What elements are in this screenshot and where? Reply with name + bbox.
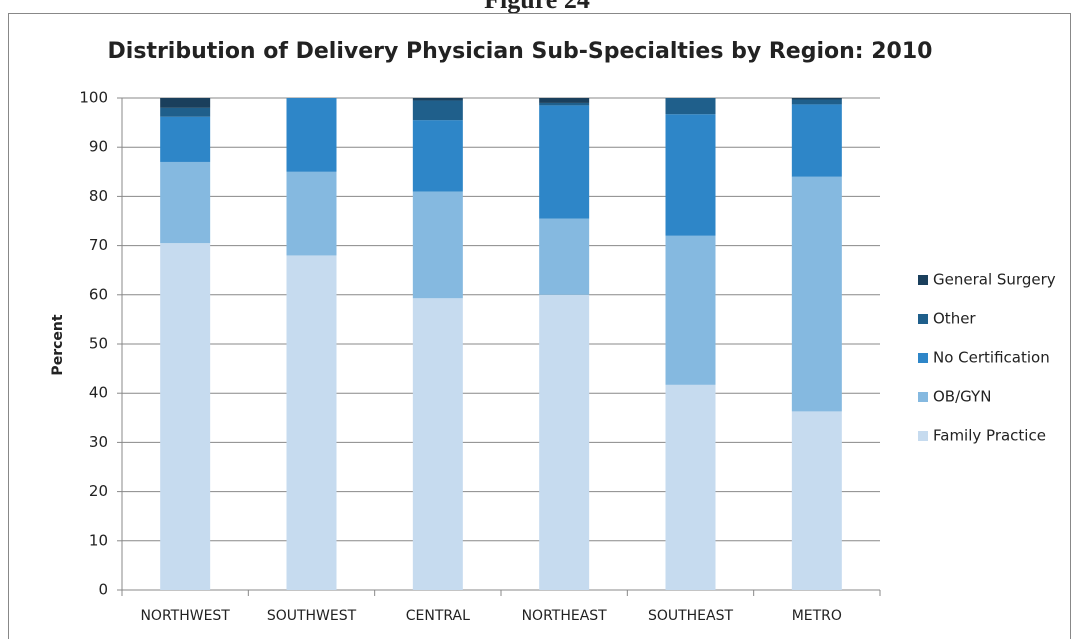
- x-tick-label: SOUTHWEST: [267, 608, 357, 624]
- y-tick-label: 20: [89, 482, 108, 500]
- y-tick-label: 30: [89, 433, 108, 451]
- y-tick-label: 80: [89, 187, 108, 205]
- legend-swatch: [918, 275, 928, 285]
- legend-swatch: [918, 353, 928, 363]
- x-tick-label: SOUTHEAST: [648, 608, 734, 624]
- legend-label: Other: [933, 310, 976, 328]
- bar-segment: [286, 171, 337, 256]
- bar-segment: [412, 120, 463, 192]
- x-tick-label: NORTHWEST: [140, 608, 230, 624]
- chart-title: Distribution of Delivery Physician Sub-S…: [108, 39, 933, 64]
- bar-segment: [539, 105, 590, 219]
- y-tick-label: 10: [89, 531, 108, 549]
- x-tick-label: METRO: [792, 608, 842, 624]
- bar-segment: [412, 298, 463, 590]
- bar-segment: [791, 176, 842, 412]
- bar-segment: [160, 243, 211, 590]
- y-tick-label: 0: [98, 581, 108, 599]
- bar-segment: [791, 104, 842, 177]
- legend-label: OB/GYN: [933, 388, 991, 406]
- page-heading: Figure 24: [484, 0, 590, 14]
- bar-segment: [539, 218, 590, 295]
- bar-segment: [791, 98, 842, 100]
- y-tick-label: 90: [89, 138, 108, 156]
- x-tick-label: NORTHEAST: [522, 608, 608, 624]
- y-tick-label: 50: [89, 335, 108, 353]
- bar-segment: [412, 191, 463, 299]
- bar-segment: [160, 98, 211, 108]
- bar-segment: [412, 100, 463, 121]
- legend-label: No Certification: [933, 349, 1050, 367]
- bar-segment: [791, 411, 842, 590]
- bar-segment: [286, 98, 337, 172]
- bar-segment: [539, 294, 590, 590]
- bar-segment: [791, 99, 842, 105]
- bar-segment: [539, 98, 590, 103]
- y-tick-label: 60: [89, 285, 108, 303]
- legend-swatch: [918, 431, 928, 441]
- bar-segment: [539, 102, 590, 106]
- bar-segment: [160, 116, 211, 162]
- legend-swatch: [918, 314, 928, 324]
- bar-segment: [665, 114, 716, 236]
- bar-segment: [412, 98, 463, 101]
- bar-segment: [665, 98, 716, 115]
- bar-segment: [665, 235, 716, 385]
- y-tick-label: 100: [79, 89, 108, 107]
- y-tick-label: 70: [89, 236, 108, 254]
- bar-segment: [160, 161, 211, 244]
- bar-segment: [665, 384, 716, 590]
- y-axis-label: Percent: [50, 314, 66, 375]
- legend-swatch: [918, 392, 928, 402]
- legend-label: Family Practice: [933, 427, 1046, 445]
- y-tick-label: 40: [89, 384, 108, 402]
- bar-segment: [160, 107, 211, 117]
- bar-segment: [286, 255, 337, 590]
- legend-label: General Surgery: [933, 271, 1056, 289]
- x-tick-label: CENTRAL: [406, 608, 470, 624]
